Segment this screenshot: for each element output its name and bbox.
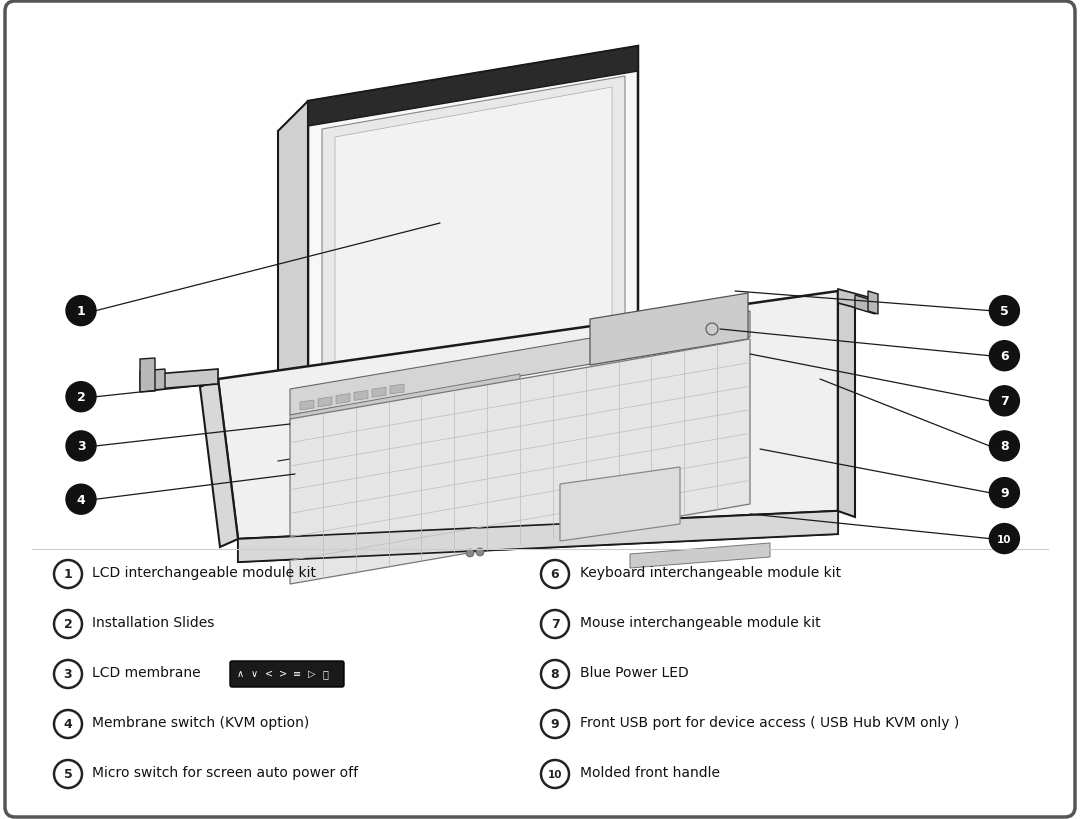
Text: LCD interchangeable module kit: LCD interchangeable module kit — [92, 565, 316, 579]
Polygon shape — [218, 292, 838, 540]
Circle shape — [476, 549, 484, 556]
Polygon shape — [291, 374, 519, 428]
Polygon shape — [838, 292, 855, 518]
Circle shape — [54, 610, 82, 638]
Circle shape — [66, 432, 96, 461]
Polygon shape — [390, 385, 404, 395]
Circle shape — [541, 660, 569, 688]
Text: 1: 1 — [64, 568, 72, 581]
Polygon shape — [372, 387, 386, 398]
Polygon shape — [354, 391, 368, 401]
Text: 8: 8 — [1000, 440, 1009, 453]
Polygon shape — [238, 511, 838, 563]
Text: 4: 4 — [77, 493, 85, 506]
Text: 3: 3 — [64, 667, 72, 681]
Polygon shape — [200, 379, 238, 547]
Text: Mouse interchangeable module kit: Mouse interchangeable module kit — [580, 615, 821, 629]
Polygon shape — [238, 511, 838, 563]
Text: Front USB port for device access ( USB Hub KVM only ): Front USB port for device access ( USB H… — [580, 715, 959, 729]
Polygon shape — [300, 400, 314, 410]
Polygon shape — [630, 543, 770, 568]
Polygon shape — [291, 340, 750, 584]
Text: 7: 7 — [1000, 395, 1009, 408]
Text: ∧: ∧ — [237, 668, 244, 678]
Text: ▷: ▷ — [308, 668, 315, 678]
Circle shape — [541, 560, 569, 588]
Text: 8: 8 — [551, 667, 559, 681]
Circle shape — [989, 296, 1020, 326]
Text: 9: 9 — [551, 717, 559, 731]
Text: 10: 10 — [548, 769, 563, 779]
Text: 9: 9 — [1000, 486, 1009, 500]
Polygon shape — [140, 369, 165, 391]
Polygon shape — [278, 390, 638, 474]
Circle shape — [54, 660, 82, 688]
Polygon shape — [855, 296, 875, 314]
Circle shape — [541, 760, 569, 788]
Circle shape — [541, 610, 569, 638]
Text: Micro switch for screen auto power off: Micro switch for screen auto power off — [92, 765, 359, 779]
Polygon shape — [278, 102, 308, 474]
Polygon shape — [838, 290, 868, 311]
Polygon shape — [308, 47, 638, 445]
Polygon shape — [318, 397, 332, 407]
Circle shape — [989, 342, 1020, 371]
Circle shape — [66, 485, 96, 514]
Circle shape — [541, 710, 569, 738]
Circle shape — [465, 550, 474, 557]
Text: 7: 7 — [551, 618, 559, 631]
Text: Blue Power LED: Blue Power LED — [580, 665, 689, 679]
Polygon shape — [336, 394, 350, 404]
Text: 5: 5 — [1000, 305, 1009, 318]
Polygon shape — [291, 311, 750, 415]
Circle shape — [66, 382, 96, 412]
Polygon shape — [868, 292, 878, 314]
Circle shape — [989, 524, 1020, 554]
Text: Membrane switch (KVM option): Membrane switch (KVM option) — [92, 715, 309, 729]
Text: Molded front handle: Molded front handle — [580, 765, 720, 779]
Text: 5: 5 — [64, 767, 72, 781]
Text: ≡: ≡ — [293, 668, 301, 678]
Polygon shape — [322, 77, 625, 434]
Polygon shape — [590, 294, 748, 365]
Text: 2: 2 — [77, 391, 85, 404]
FancyBboxPatch shape — [5, 2, 1075, 817]
Text: ⏻: ⏻ — [323, 668, 328, 678]
Text: <: < — [265, 668, 272, 678]
Circle shape — [54, 760, 82, 788]
Circle shape — [989, 387, 1020, 416]
Text: 6: 6 — [1000, 350, 1009, 363]
Text: 2: 2 — [64, 618, 72, 631]
Text: ∨: ∨ — [251, 668, 258, 678]
Circle shape — [54, 560, 82, 588]
Polygon shape — [140, 359, 156, 392]
Text: >: > — [279, 668, 287, 678]
Polygon shape — [561, 468, 680, 541]
Circle shape — [66, 296, 96, 326]
Circle shape — [989, 432, 1020, 461]
Polygon shape — [335, 88, 612, 424]
Polygon shape — [156, 369, 218, 390]
Text: 1: 1 — [77, 305, 85, 318]
Text: 3: 3 — [77, 440, 85, 453]
Text: Installation Slides: Installation Slides — [92, 615, 214, 629]
Circle shape — [989, 478, 1020, 508]
Circle shape — [706, 324, 718, 336]
Text: Keyboard interchangeable module kit: Keyboard interchangeable module kit — [580, 565, 841, 579]
FancyBboxPatch shape — [230, 661, 345, 687]
Circle shape — [54, 710, 82, 738]
Text: 4: 4 — [64, 717, 72, 731]
Text: 10: 10 — [997, 534, 1012, 544]
Text: LCD membrane: LCD membrane — [92, 665, 201, 679]
Polygon shape — [308, 47, 638, 127]
Polygon shape — [278, 378, 638, 461]
Text: 6: 6 — [551, 568, 559, 581]
